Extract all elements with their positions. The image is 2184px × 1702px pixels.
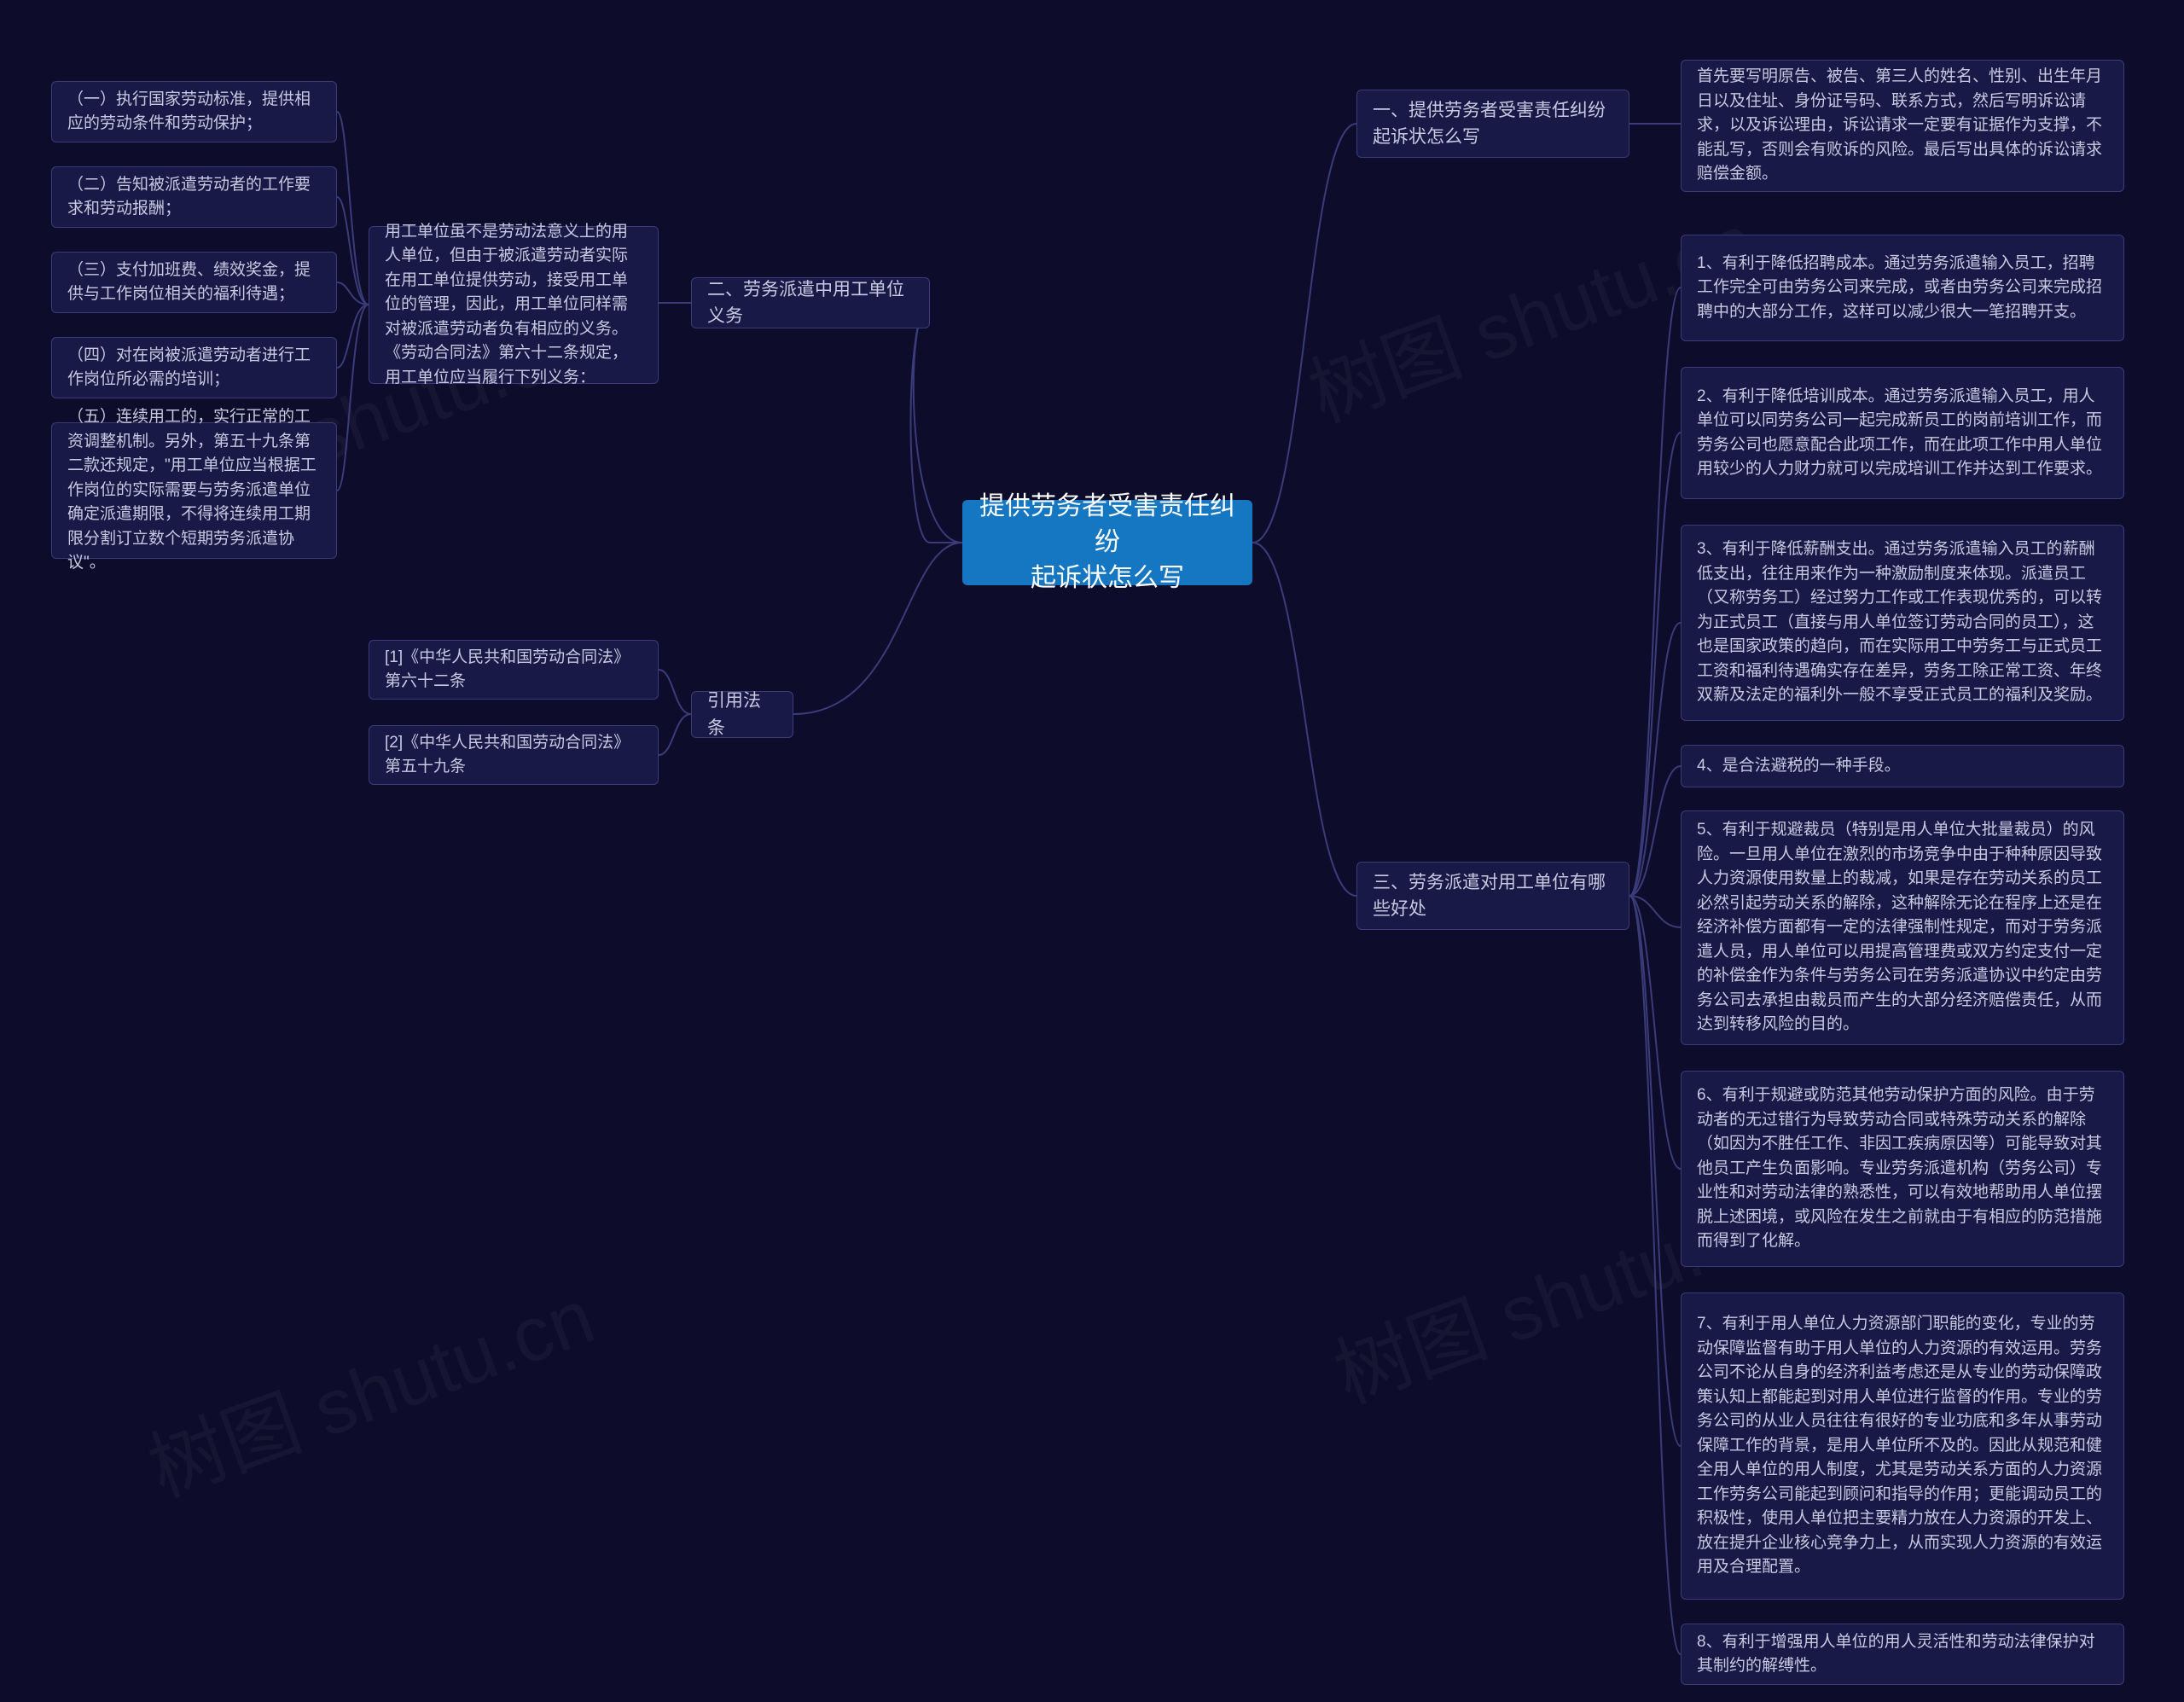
branch-3-item[interactable]: 6、有利于规避或防范其他劳动保护方面的风险。由于劳动者的无过错行为导致劳动合同或… <box>1681 1071 2124 1267</box>
branch-2-item[interactable]: （四）对在岗被派遣劳动者进行工作岗位所必需的培训； <box>51 337 337 398</box>
watermark: 树图 shutu.cn <box>131 1255 607 1519</box>
branch-3-item[interactable]: 7、有利于用人单位人力资源部门职能的变化，专业的劳动保障监督有助于用人单位的人力… <box>1681 1292 2124 1600</box>
law-item[interactable]: [2]《中华人民共和国劳动合同法》 第五十九条 <box>369 725 659 785</box>
center-node[interactable]: 提供劳务者受害责任纠纷 起诉状怎么写 <box>962 500 1252 585</box>
branch-3-item[interactable]: 3、有利于降低薪酬支出。通过劳务派遣输入员工的薪酬低支出，往往用来作为一种激励制… <box>1681 525 2124 721</box>
branch-2-item[interactable]: （二）告知被派遣劳动者的工作要求和劳动报酬； <box>51 166 337 228</box>
branch-law[interactable]: 引用法条 <box>691 691 793 738</box>
branch-1-desc[interactable]: 首先要写明原告、被告、第三人的姓名、性别、出生年月日以及住址、身份证号码、联系方… <box>1681 60 2124 192</box>
branch-3-item[interactable]: 5、有利于规避裁员（特别是用人单位大批量裁员）的风险。一旦用人单位在激烈的市场竞… <box>1681 810 2124 1045</box>
branch-2-item[interactable]: （五）连续用工的，实行正常的工资调整机制。另外，第五十九条第二款还规定，"用工单… <box>51 422 337 559</box>
branch-3[interactable]: 三、劳务派遣对用工单位有哪些好处 <box>1356 862 1629 930</box>
branch-3-item[interactable]: 2、有利于降低培训成本。通过劳务派遣输入员工，用人单位可以同劳务公司一起完成新员… <box>1681 367 2124 499</box>
branch-3-item[interactable]: 1、有利于降低招聘成本。通过劳务派遣输入员工，招聘工作完全可由劳务公司来完成，或… <box>1681 235 2124 341</box>
branch-2-desc[interactable]: 用工单位虽不是劳动法意义上的用人单位，但由于被派遣劳动者实际在用工单位提供劳动，… <box>369 226 659 384</box>
branch-2[interactable]: 二、劳务派遣中用工单位义务 <box>691 277 930 328</box>
law-item[interactable]: [1]《中华人民共和国劳动合同法》 第六十二条 <box>369 640 659 700</box>
branch-3-item[interactable]: 4、是合法避税的一种手段。 <box>1681 745 2124 787</box>
branch-2-item[interactable]: （三）支付加班费、绩效奖金，提供与工作岗位相关的福利待遇； <box>51 252 337 313</box>
branch-1[interactable]: 一、提供劳务者受害责任纠纷起诉状怎么写 <box>1356 90 1629 158</box>
branch-3-item[interactable]: 8、有利于增强用人单位的用人灵活性和劳动法律保护对其制约的解缚性。 <box>1681 1624 2124 1685</box>
branch-2-item[interactable]: （一）执行国家劳动标准，提供相应的劳动条件和劳动保护； <box>51 81 337 142</box>
